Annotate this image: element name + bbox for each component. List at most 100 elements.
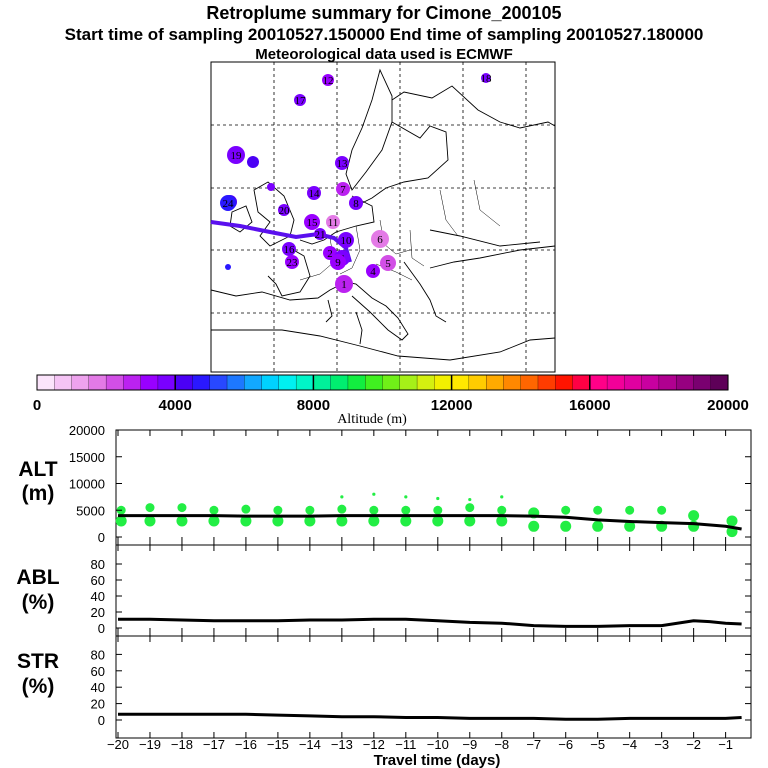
x-tick-label: −1 [718, 737, 733, 752]
abl-series-line [118, 617, 742, 628]
plume-cluster-9 [330, 254, 346, 270]
coastlines [210, 68, 556, 361]
alt-scatter-point [432, 515, 444, 527]
alt-scatter-point [401, 505, 411, 515]
colorbar-cell [589, 374, 608, 391]
x-axis-ticks: −20 −19 −18 −17 −16 −15 −14 −13 −12 −11 −10 −9 −8 −7 −… [107, 430, 733, 752]
abl-y-tick-label: 60 [91, 573, 105, 588]
colorbar-tick-label: 20000 [707, 397, 749, 414]
colorbar-cell [347, 374, 366, 391]
colorbar-cell [123, 374, 142, 391]
altitude-colorbar: 0 4000 8000 12000 16000 20000 Altitude (m) [33, 374, 749, 427]
colorbar-cell [468, 374, 487, 391]
alt-panel-label: ALT [18, 458, 57, 481]
plume-cluster-label: 24 [223, 198, 235, 210]
alt-scatter-point [144, 515, 156, 527]
x-tick-label: −12 [363, 737, 385, 752]
abl-y-tick-label: 0 [98, 621, 105, 636]
panels-frame [115, 429, 752, 739]
alt-y-tick-label: 15000 [69, 450, 105, 465]
plume-cluster-label: 14 [309, 188, 321, 200]
x-tick-label: −4 [622, 737, 637, 752]
abl-y-tick-label: 80 [91, 557, 105, 572]
alt-scatter-point [241, 504, 251, 514]
x-tick-label: −20 [107, 737, 129, 752]
sampling-times: Start time of sampling 20010527.150000 E… [64, 25, 704, 44]
plume-cluster-18 [481, 73, 491, 83]
alt-scatter-point [115, 515, 127, 527]
alt-scatter-point [145, 503, 155, 513]
alt-scatter-point [657, 505, 667, 515]
plume-clusters: 123456789101112131415161718192021222324 [220, 73, 492, 293]
colorbar-cell [520, 374, 539, 391]
colorbar-tick-label: 4000 [159, 397, 192, 414]
colorbar-cell [434, 374, 453, 391]
alt-scatter-point [372, 492, 376, 496]
plume-cluster-label: 17 [295, 95, 307, 107]
colorbar-cell [572, 374, 591, 391]
plume-cluster-15 [304, 214, 320, 230]
alt-scatter-point [561, 505, 571, 515]
alt-scatter-point [496, 515, 508, 527]
plume-cluster-label: 21 [315, 229, 326, 241]
alt-scatter-point [560, 520, 572, 532]
colorbar-cell [330, 374, 349, 391]
plume-cluster-small [247, 156, 259, 168]
colorbar-cell [382, 374, 401, 391]
colorbar-ticks: 0 4000 8000 12000 16000 20000 [33, 375, 749, 414]
plume-cluster-label: 16 [284, 244, 296, 256]
alt-panel-unit: (m) [22, 482, 55, 505]
plume-cluster-small [225, 264, 231, 270]
alt-y-tick-label: 20000 [69, 423, 105, 438]
alt-y-tick-label: 10000 [69, 477, 105, 492]
chart-title: Retroplume summary for Cimone_200105 [206, 3, 562, 23]
alt-scatter-point [176, 515, 188, 527]
plume-cluster-8 [349, 196, 363, 210]
alt-scatter-point [592, 520, 604, 532]
colorbar-tick-label: 0 [33, 397, 41, 414]
colorbar-cell [365, 374, 384, 391]
plume-cluster-14 [307, 186, 321, 200]
alt-scatter-point [177, 503, 187, 513]
colorbar-cell [537, 374, 556, 391]
alt-scatter-point [464, 515, 476, 527]
str-series-line [118, 712, 742, 721]
colorbar-cell [416, 374, 435, 391]
plume-cluster-label: 19 [231, 150, 243, 162]
alt-series-line [118, 514, 742, 531]
str-y-tick-label: 60 [91, 664, 105, 679]
plume-cluster-small [267, 183, 275, 191]
plume-cluster-label: 5 [385, 258, 391, 270]
colorbar-cell [451, 374, 470, 391]
plume-cluster-16 [282, 242, 296, 256]
colorbar-cell [278, 374, 297, 391]
colorbar-cell [606, 374, 625, 391]
colorbar-cell [624, 374, 643, 391]
colorbar-cell [658, 374, 677, 391]
x-axis-label: Travel time (days) [374, 752, 501, 768]
str-y-tick-label: 0 [98, 713, 105, 728]
colorbar-cell [399, 374, 418, 391]
alt-scatter-point [336, 515, 348, 527]
plume-cluster-label: 15 [307, 217, 319, 229]
str-y-tick-label: 20 [91, 697, 105, 712]
plume-cluster-label: 2 [327, 248, 333, 260]
x-tick-label: −5 [590, 737, 605, 752]
met-data-note: Meteorological data used is ECMWF [255, 46, 513, 63]
colorbar-cell [295, 374, 314, 391]
colorbar-cell [244, 374, 263, 391]
plume-cluster-label: 18 [481, 73, 493, 85]
plume-cluster-label: 13 [337, 158, 349, 170]
plume-cluster-label: 1 [341, 279, 347, 291]
plume-cluster-label: 7 [340, 184, 346, 196]
colorbar-cell [503, 374, 522, 391]
colorbar-cell [192, 374, 211, 391]
alt-scatter-point [726, 515, 738, 527]
x-tick-label: −6 [558, 737, 573, 752]
alt-scatter-point [465, 503, 475, 513]
alt-scatter-point [208, 515, 220, 527]
colorbar-tick-label: 16000 [569, 397, 611, 414]
plume-cluster-6 [371, 230, 389, 248]
plume-cluster-19 [227, 146, 245, 164]
